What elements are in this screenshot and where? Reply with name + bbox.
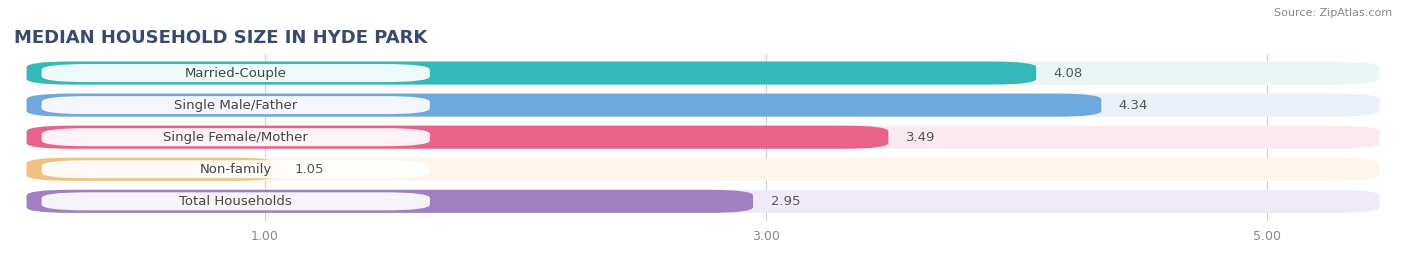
FancyBboxPatch shape: [42, 96, 430, 114]
Text: Married-Couple: Married-Couple: [184, 66, 287, 80]
Text: Total Households: Total Households: [180, 195, 292, 208]
FancyBboxPatch shape: [27, 158, 1379, 181]
FancyBboxPatch shape: [27, 190, 1379, 213]
Text: Non-family: Non-family: [200, 163, 271, 176]
FancyBboxPatch shape: [27, 94, 1101, 117]
Text: 2.95: 2.95: [770, 195, 800, 208]
FancyBboxPatch shape: [42, 64, 430, 82]
Text: Source: ZipAtlas.com: Source: ZipAtlas.com: [1274, 8, 1392, 18]
FancyBboxPatch shape: [27, 62, 1036, 84]
FancyBboxPatch shape: [27, 126, 1379, 149]
Text: 3.49: 3.49: [905, 131, 935, 144]
FancyBboxPatch shape: [27, 126, 889, 149]
Text: 4.08: 4.08: [1053, 66, 1083, 80]
FancyBboxPatch shape: [42, 192, 430, 210]
FancyBboxPatch shape: [27, 158, 277, 181]
FancyBboxPatch shape: [42, 128, 430, 146]
FancyBboxPatch shape: [27, 94, 1379, 117]
Text: 4.34: 4.34: [1119, 99, 1149, 112]
Text: 1.05: 1.05: [295, 163, 325, 176]
Text: Single Male/Father: Single Male/Father: [174, 99, 298, 112]
FancyBboxPatch shape: [27, 190, 754, 213]
Text: MEDIAN HOUSEHOLD SIZE IN HYDE PARK: MEDIAN HOUSEHOLD SIZE IN HYDE PARK: [14, 29, 427, 47]
FancyBboxPatch shape: [27, 62, 1379, 84]
FancyBboxPatch shape: [42, 160, 430, 178]
Text: Single Female/Mother: Single Female/Mother: [163, 131, 308, 144]
